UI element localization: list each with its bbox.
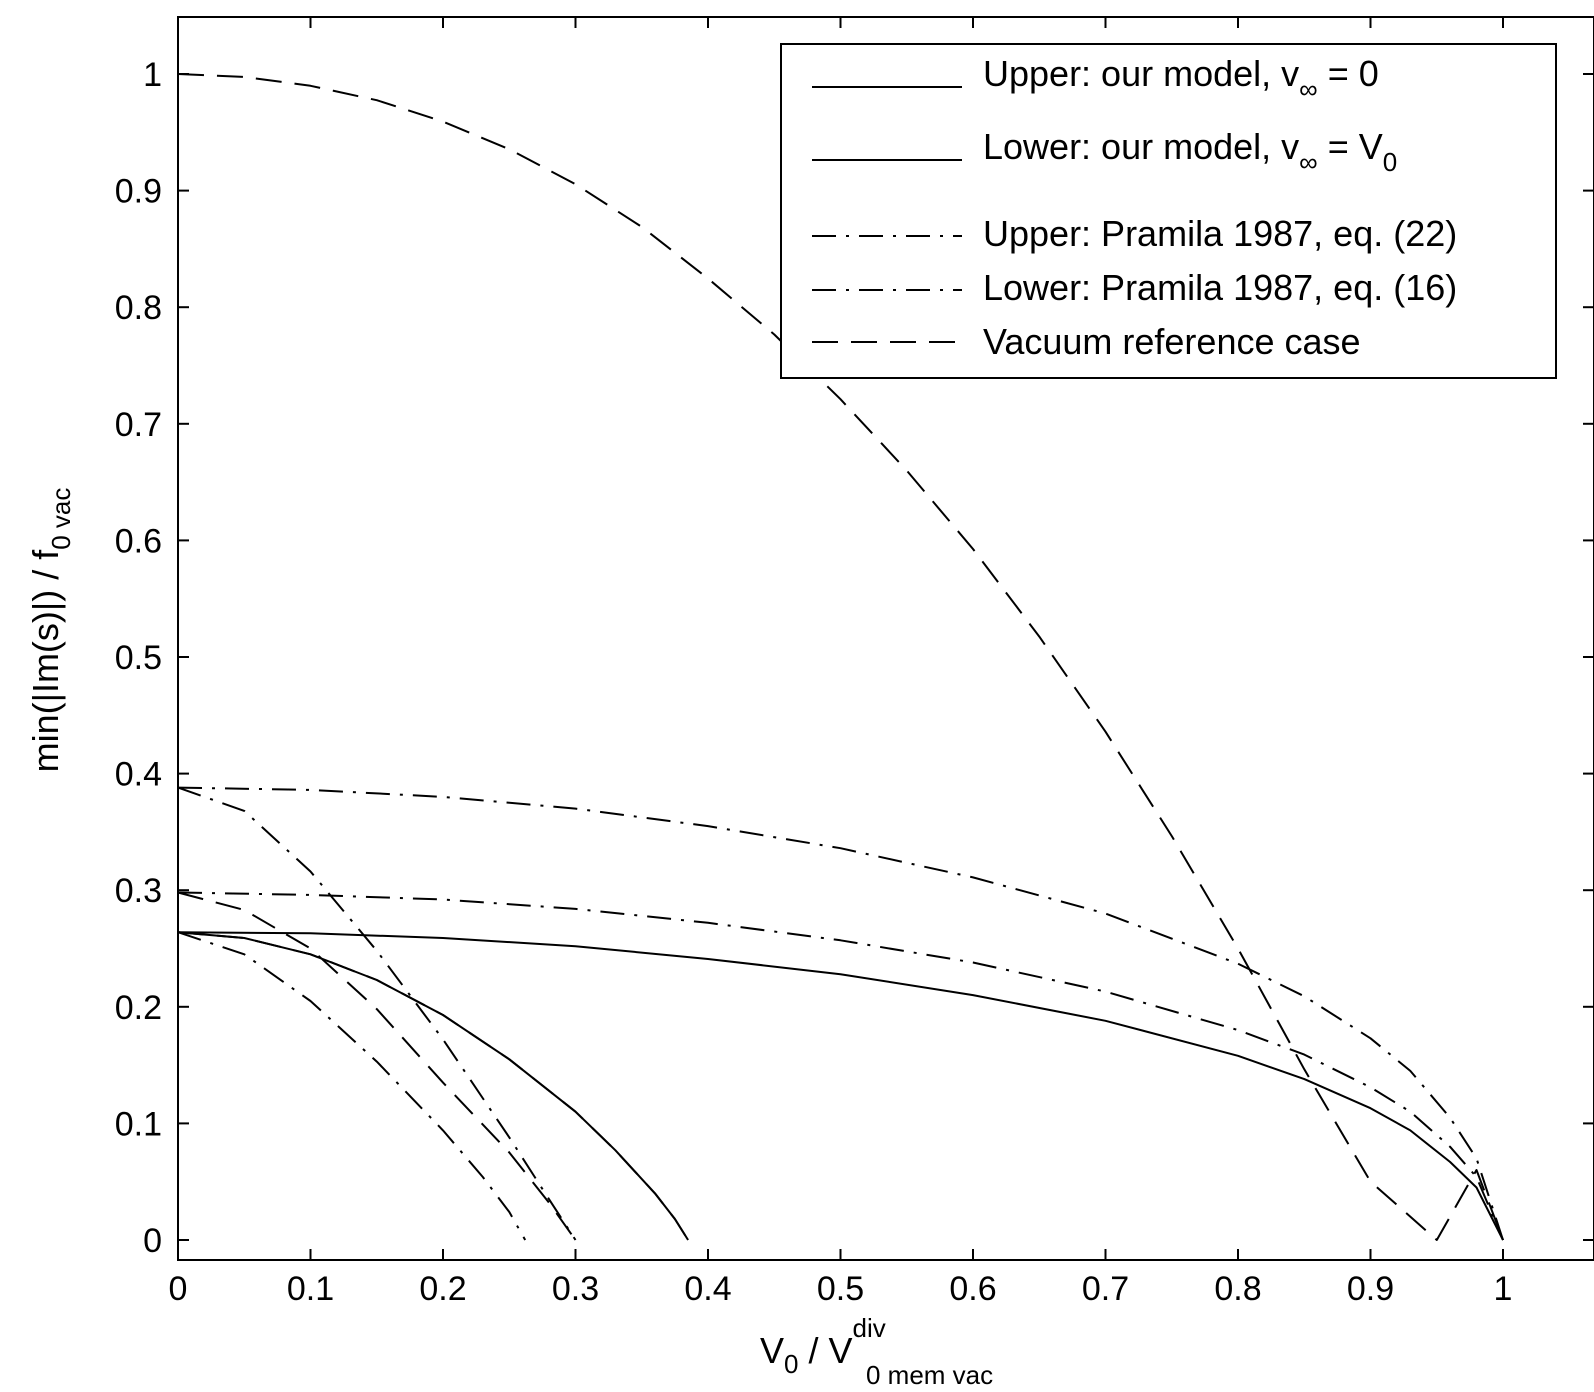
legend-entry-3-text: Upper: Pramila 1987, eq. (22) [983,213,1457,254]
x-tick-label: 0.5 [817,1270,864,1308]
legend-entry-5: Vacuum reference case [983,321,1361,362]
y-tick-label: 0.9 [115,173,162,211]
x-axis-label-mid: / V [798,1330,852,1371]
y-tick-label: 0.3 [115,872,162,910]
y-tick-label: 0.2 [115,989,162,1027]
legend-entry-2: Lower: our model, v∞ = V0 [983,126,1397,177]
series-line-6 [177,931,689,1241]
x-tick-label: 0.2 [419,1270,466,1308]
legend: Upper: our model, v∞ = 0 Lower: our mode… [780,43,1557,379]
y-tick-label: 0.8 [115,289,162,327]
x-axis-label: V0 / Vdiv 0 mem vac [760,1304,993,1390]
legend-entry-2-text: Lower: our model, v [983,126,1299,167]
y-tick-label: 0.6 [115,522,162,560]
x-axis-label-sup: div [853,1313,886,1343]
legend-entry-4: Lower: Pramila 1987, eq. (16) [983,267,1457,308]
x-tick-label: 0.7 [1082,1270,1129,1308]
x-tick-label: 0 [169,1270,188,1308]
legend-entry-4-text: Lower: Pramila 1987, eq. (16) [983,267,1457,308]
x-axis-label-main: V [760,1330,784,1371]
legend-entry-2-tailsub: 0 [1383,147,1397,177]
x-axis-label-sub1: 0 [784,1349,798,1379]
x-tick-label: 0.6 [949,1270,996,1308]
series-line-2 [177,786,1504,1241]
legend-entry-2-tail: = V [1318,126,1383,167]
series-layer [177,73,1504,1241]
series-line-8 [177,931,527,1241]
legend-lines [812,86,962,343]
x-axis-label-sub2: 0 mem vac [866,1360,993,1390]
y-axis-label: min(|Im(s)|) / f0 vac [25,488,76,773]
y-tick-label: 0.4 [115,756,162,794]
y-tick-label: 0 [143,1222,162,1260]
series-line-4 [177,931,1504,1241]
series-line-9 [177,891,577,1241]
y-tick-label: 0.1 [115,1105,162,1143]
series-line-1 [177,73,1504,1241]
x-tick-label: 1 [1494,1270,1513,1308]
y-axis-label-main: min(|Im(s)|) / f [25,549,66,773]
y-axis-label-sub: 0 vac [46,488,76,550]
legend-box [780,43,1557,379]
legend-entry-1: Upper: our model, v∞ = 0 [983,53,1379,104]
legend-entry-2-sub: ∞ [1299,147,1318,177]
x-tick-label: 0.4 [684,1270,731,1308]
ticks-layer [177,17,1594,1260]
x-tick-label: 0.8 [1214,1270,1261,1308]
legend-entry-1-tail: = 0 [1318,53,1379,94]
series-line-7 [177,786,577,1241]
x-tick-label: 0.1 [287,1270,334,1308]
y-tick-label: 0.5 [115,639,162,677]
legend-entry-5-text: Vacuum reference case [983,321,1361,362]
y-tick-label: 1 [143,56,162,94]
y-tick-label: 0.7 [115,406,162,444]
plot-frame [177,16,1594,1261]
legend-entry-1-text: Upper: our model, v [983,53,1299,94]
tick-labels: 0 0.1 0.2 0.3 0.4 0.5 0.6 0.7 0.8 0.9 1 0 0.1 0.2 0.3 0… [115,56,1513,1308]
legend-entry-1-sub: ∞ [1299,74,1318,104]
legend-entry-3: Upper: Pramila 1987, eq. (22) [983,213,1457,254]
x-tick-label: 0.9 [1347,1270,1394,1308]
x-tick-label: 0.3 [552,1270,599,1308]
